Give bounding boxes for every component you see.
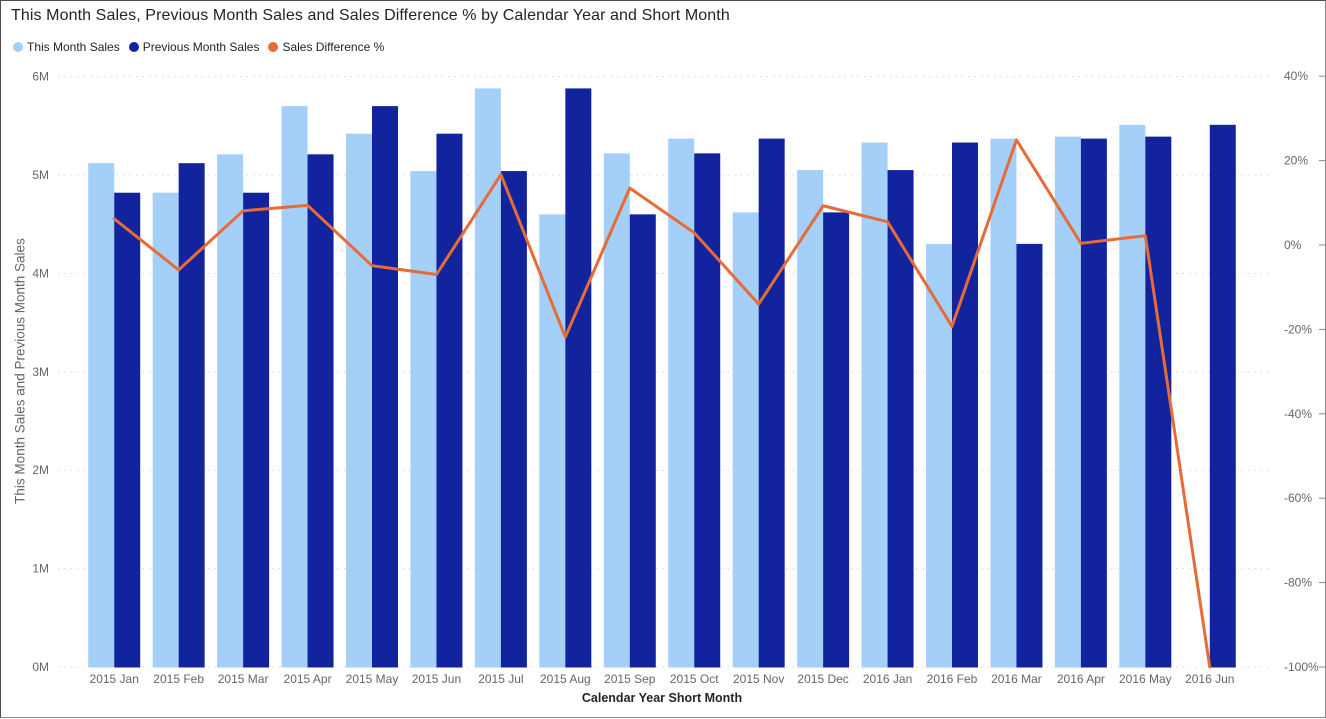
x-axis-tick-label: 2015 Oct [670, 672, 719, 686]
y-axis-left-tick-label: 6M [32, 70, 49, 84]
y-axis-left-tick-label: 0M [32, 660, 49, 674]
bar-previous-month-sales-2015-mar[interactable] [243, 192, 270, 668]
x-axis-tick-label: 2015 May [346, 672, 399, 686]
bar-previous-month-sales-2015-dec[interactable] [823, 212, 850, 668]
y-axis-right-tick-label: -80% [1284, 576, 1312, 590]
x-axis-tick-label: 2015 Dec [797, 672, 848, 686]
bar-previous-month-sales-2016-apr[interactable] [1080, 138, 1107, 668]
bar-this-month-sales-2016-may[interactable] [1119, 124, 1146, 668]
bar-this-month-sales-2015-may[interactable] [346, 133, 372, 668]
y-axis-right-tick-label: 20% [1284, 154, 1308, 168]
y-axis-right-tick-label: 40% [1284, 69, 1308, 83]
y-axis-right-tick-label: -20% [1284, 322, 1312, 336]
x-axis-tick-label: 2015 Nov [733, 672, 784, 686]
legend-label: Sales Difference % [282, 40, 385, 54]
bar-previous-month-sales-2016-may[interactable] [1145, 136, 1172, 668]
bar-previous-month-sales-2015-jun[interactable] [436, 133, 463, 668]
bar-this-month-sales-2016-mar[interactable] [990, 138, 1017, 668]
bar-this-month-sales-2015-jan[interactable] [88, 163, 115, 668]
bar-previous-month-sales-2015-oct[interactable] [694, 153, 721, 668]
bar-previous-month-sales-2016-jan[interactable] [887, 170, 914, 668]
bar-this-month-sales-2015-sep[interactable] [603, 153, 630, 668]
bar-previous-month-sales-2015-nov[interactable] [758, 138, 785, 668]
chart-title: This Month Sales, Previous Month Sales a… [11, 7, 730, 24]
bar-this-month-sales-2015-oct[interactable] [668, 138, 695, 668]
y-axis-left-tick-label: 1M [32, 562, 49, 576]
bar-previous-month-sales-2016-mar[interactable] [1016, 243, 1043, 668]
y-axis-left-title: This Month Sales and Previous Month Sale… [12, 238, 28, 504]
bar-previous-month-sales-2015-feb[interactable] [178, 163, 205, 668]
legend-label: Previous Month Sales [142, 40, 260, 54]
x-axis-tick-label: 2016 Mar [991, 672, 1042, 686]
x-axis-tick-label: 2015 Jan [90, 672, 139, 686]
bar-previous-month-sales-2015-may[interactable] [372, 106, 398, 668]
y-axis-right-tick-label: -60% [1284, 491, 1312, 505]
legend: This Month Sales Previous Month Sales Sa… [13, 40, 384, 54]
x-axis-tick-label: 2015 Jul [478, 672, 523, 686]
legend-dot-this-month-sales-icon [13, 42, 23, 52]
x-axis-tick-label: 2015 Jun [412, 672, 461, 686]
x-axis-tick-label: 2015 Sep [604, 672, 656, 686]
x-axis-tick-label: 2016 Apr [1057, 672, 1105, 686]
x-axis-tick-label: 2016 Feb [927, 672, 978, 686]
y-axis-left-tick-label: 3M [32, 365, 49, 379]
y-axis-right-tick-label: -40% [1284, 407, 1312, 421]
bar-previous-month-sales-2016-feb[interactable] [952, 142, 978, 668]
bar-this-month-sales-2015-jun[interactable] [410, 171, 437, 668]
bar-this-month-sales-2016-apr[interactable] [1054, 136, 1081, 668]
bar-previous-month-sales-2015-jan[interactable] [114, 192, 141, 668]
y-axis-left-tick-label: 2M [32, 463, 49, 477]
bar-this-month-sales-2015-aug[interactable] [539, 214, 566, 668]
bar-this-month-sales-2015-dec[interactable] [797, 170, 824, 668]
bar-previous-month-sales-2015-jul[interactable] [500, 171, 527, 668]
x-axis-title: Calendar Year Short Month [581, 691, 743, 705]
sales-difference-line[interactable] [112, 138, 1212, 669]
bar-this-month-sales-2016-feb[interactable] [926, 243, 952, 668]
x-axis-tick-label: 2016 Jan [863, 672, 912, 686]
bar-this-month-sales-2015-jul[interactable] [474, 88, 501, 668]
x-axis-tick-label: 2016 May [1119, 672, 1172, 686]
y-axis-right-tick-label: 0% [1284, 238, 1302, 252]
x-axis-tick-label: 2016 Jun [1185, 672, 1234, 686]
x-axis-tick-label: 2015 Apr [284, 672, 332, 686]
bar-previous-month-sales-2015-aug[interactable] [565, 88, 592, 668]
bar-previous-month-sales-2016-jun[interactable] [1209, 124, 1236, 668]
bar-this-month-sales-2015-mar[interactable] [217, 154, 244, 668]
legend-item-sales-difference[interactable]: Sales Difference % [268, 40, 384, 54]
legend-dot-sales-difference-icon [268, 42, 279, 52]
bar-this-month-sales-2015-apr[interactable] [281, 106, 308, 668]
bar-previous-month-sales-2015-sep[interactable] [629, 214, 656, 668]
x-axis-tick-label: 2015 Feb [153, 672, 204, 686]
x-axis-tick-label: 2015 Aug [540, 672, 591, 686]
bar-this-month-sales-2016-jan[interactable] [861, 142, 888, 668]
legend-label: This Month Sales [27, 40, 120, 54]
x-axis-tick-label: 2015 Mar [218, 672, 269, 686]
legend-item-previous-month-sales[interactable]: Previous Month Sales [128, 40, 260, 54]
y-axis-left-tick-label: 4M [32, 266, 49, 280]
bar-this-month-sales-2015-feb[interactable] [152, 192, 179, 668]
legend-dot-previous-month-sales-icon [128, 42, 139, 52]
legend-item-this-month-sales[interactable]: This Month Sales [13, 40, 120, 54]
y-axis-left-tick-label: 5M [32, 168, 49, 182]
bar-previous-month-sales-2015-apr[interactable] [307, 154, 334, 668]
y-axis-right-tick-label: -100% [1284, 660, 1319, 674]
